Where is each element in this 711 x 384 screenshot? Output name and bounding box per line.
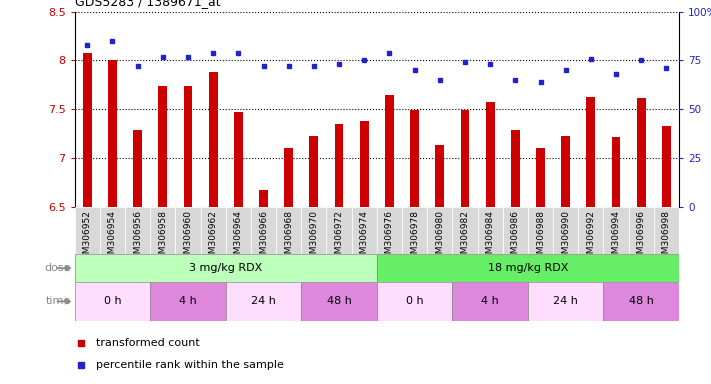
Bar	[301, 282, 377, 321]
Bar	[461, 111, 469, 207]
Bar	[561, 136, 570, 207]
Text: 0 h: 0 h	[104, 296, 122, 306]
Bar	[611, 137, 621, 207]
Bar	[511, 130, 520, 207]
Bar	[360, 121, 368, 207]
Text: 18 mg/kg RDX: 18 mg/kg RDX	[488, 263, 568, 273]
Bar	[75, 254, 377, 282]
Bar	[604, 207, 629, 254]
Text: GSM306992: GSM306992	[587, 210, 595, 265]
Bar	[226, 207, 251, 254]
Bar	[225, 282, 301, 321]
Bar	[578, 207, 604, 254]
Bar	[183, 86, 193, 207]
Bar	[276, 207, 301, 254]
Text: GSM306986: GSM306986	[510, 210, 520, 265]
Bar	[251, 207, 276, 254]
Text: GSM306980: GSM306980	[435, 210, 444, 265]
Text: GSM306996: GSM306996	[637, 210, 646, 265]
Bar	[201, 207, 226, 254]
Text: GSM306954: GSM306954	[108, 210, 117, 265]
Bar	[435, 145, 444, 207]
Text: time: time	[46, 296, 71, 306]
Text: GSM306998: GSM306998	[662, 210, 671, 265]
Text: GSM306994: GSM306994	[611, 210, 621, 265]
Text: 4 h: 4 h	[481, 296, 499, 306]
Bar	[301, 207, 326, 254]
Bar	[176, 207, 201, 254]
Bar	[335, 124, 343, 207]
Bar	[83, 53, 92, 207]
Text: GSM306958: GSM306958	[159, 210, 167, 265]
Text: 48 h: 48 h	[326, 296, 351, 306]
Bar	[410, 111, 419, 207]
Text: GSM306988: GSM306988	[536, 210, 545, 265]
Text: GDS5283 / 1389671_at: GDS5283 / 1389671_at	[75, 0, 220, 8]
Text: GSM306970: GSM306970	[309, 210, 319, 265]
Text: transformed count: transformed count	[96, 338, 200, 348]
Bar	[133, 130, 142, 207]
Bar	[259, 190, 268, 207]
Bar	[75, 282, 150, 321]
Bar	[427, 207, 452, 254]
Text: GSM306978: GSM306978	[410, 210, 419, 265]
Bar	[159, 86, 167, 207]
Text: GSM306966: GSM306966	[259, 210, 268, 265]
Bar	[352, 207, 377, 254]
Text: 4 h: 4 h	[179, 296, 197, 306]
Bar	[604, 282, 679, 321]
Bar	[536, 147, 545, 207]
Text: GSM306952: GSM306952	[82, 210, 92, 265]
Text: dose: dose	[45, 263, 71, 273]
Text: GSM306984: GSM306984	[486, 210, 495, 265]
Bar	[309, 136, 319, 207]
Bar	[587, 97, 595, 207]
Bar	[284, 147, 293, 207]
Bar	[377, 207, 402, 254]
Bar	[452, 282, 528, 321]
Bar	[377, 254, 679, 282]
Bar	[553, 207, 578, 254]
Bar	[503, 207, 528, 254]
Bar	[662, 126, 670, 207]
Bar	[385, 95, 394, 207]
Text: GSM306972: GSM306972	[335, 210, 343, 265]
Text: GSM306974: GSM306974	[360, 210, 369, 265]
Bar	[452, 207, 478, 254]
Text: GSM306962: GSM306962	[208, 210, 218, 265]
Bar	[654, 207, 679, 254]
Bar	[528, 207, 553, 254]
Bar	[150, 282, 225, 321]
Bar	[100, 207, 125, 254]
Bar	[108, 60, 117, 207]
Text: GSM306982: GSM306982	[461, 210, 469, 265]
Bar	[402, 207, 427, 254]
Text: GSM306956: GSM306956	[133, 210, 142, 265]
Bar	[209, 72, 218, 207]
Bar	[528, 282, 604, 321]
Bar	[150, 207, 176, 254]
Bar	[75, 207, 100, 254]
Text: GSM306964: GSM306964	[234, 210, 243, 265]
Bar	[326, 207, 352, 254]
Text: 24 h: 24 h	[251, 296, 276, 306]
Text: GSM306976: GSM306976	[385, 210, 394, 265]
Text: GSM306990: GSM306990	[561, 210, 570, 265]
Bar	[637, 98, 646, 207]
Text: 48 h: 48 h	[629, 296, 653, 306]
Bar	[629, 207, 654, 254]
Bar	[486, 102, 495, 207]
Text: 24 h: 24 h	[553, 296, 578, 306]
Bar	[377, 282, 452, 321]
Text: percentile rank within the sample: percentile rank within the sample	[96, 360, 284, 370]
Text: GSM306968: GSM306968	[284, 210, 293, 265]
Text: GSM306960: GSM306960	[183, 210, 193, 265]
Bar	[478, 207, 503, 254]
Text: 3 mg/kg RDX: 3 mg/kg RDX	[189, 263, 262, 273]
Bar	[234, 113, 242, 207]
Text: 0 h: 0 h	[406, 296, 424, 306]
Bar	[125, 207, 150, 254]
